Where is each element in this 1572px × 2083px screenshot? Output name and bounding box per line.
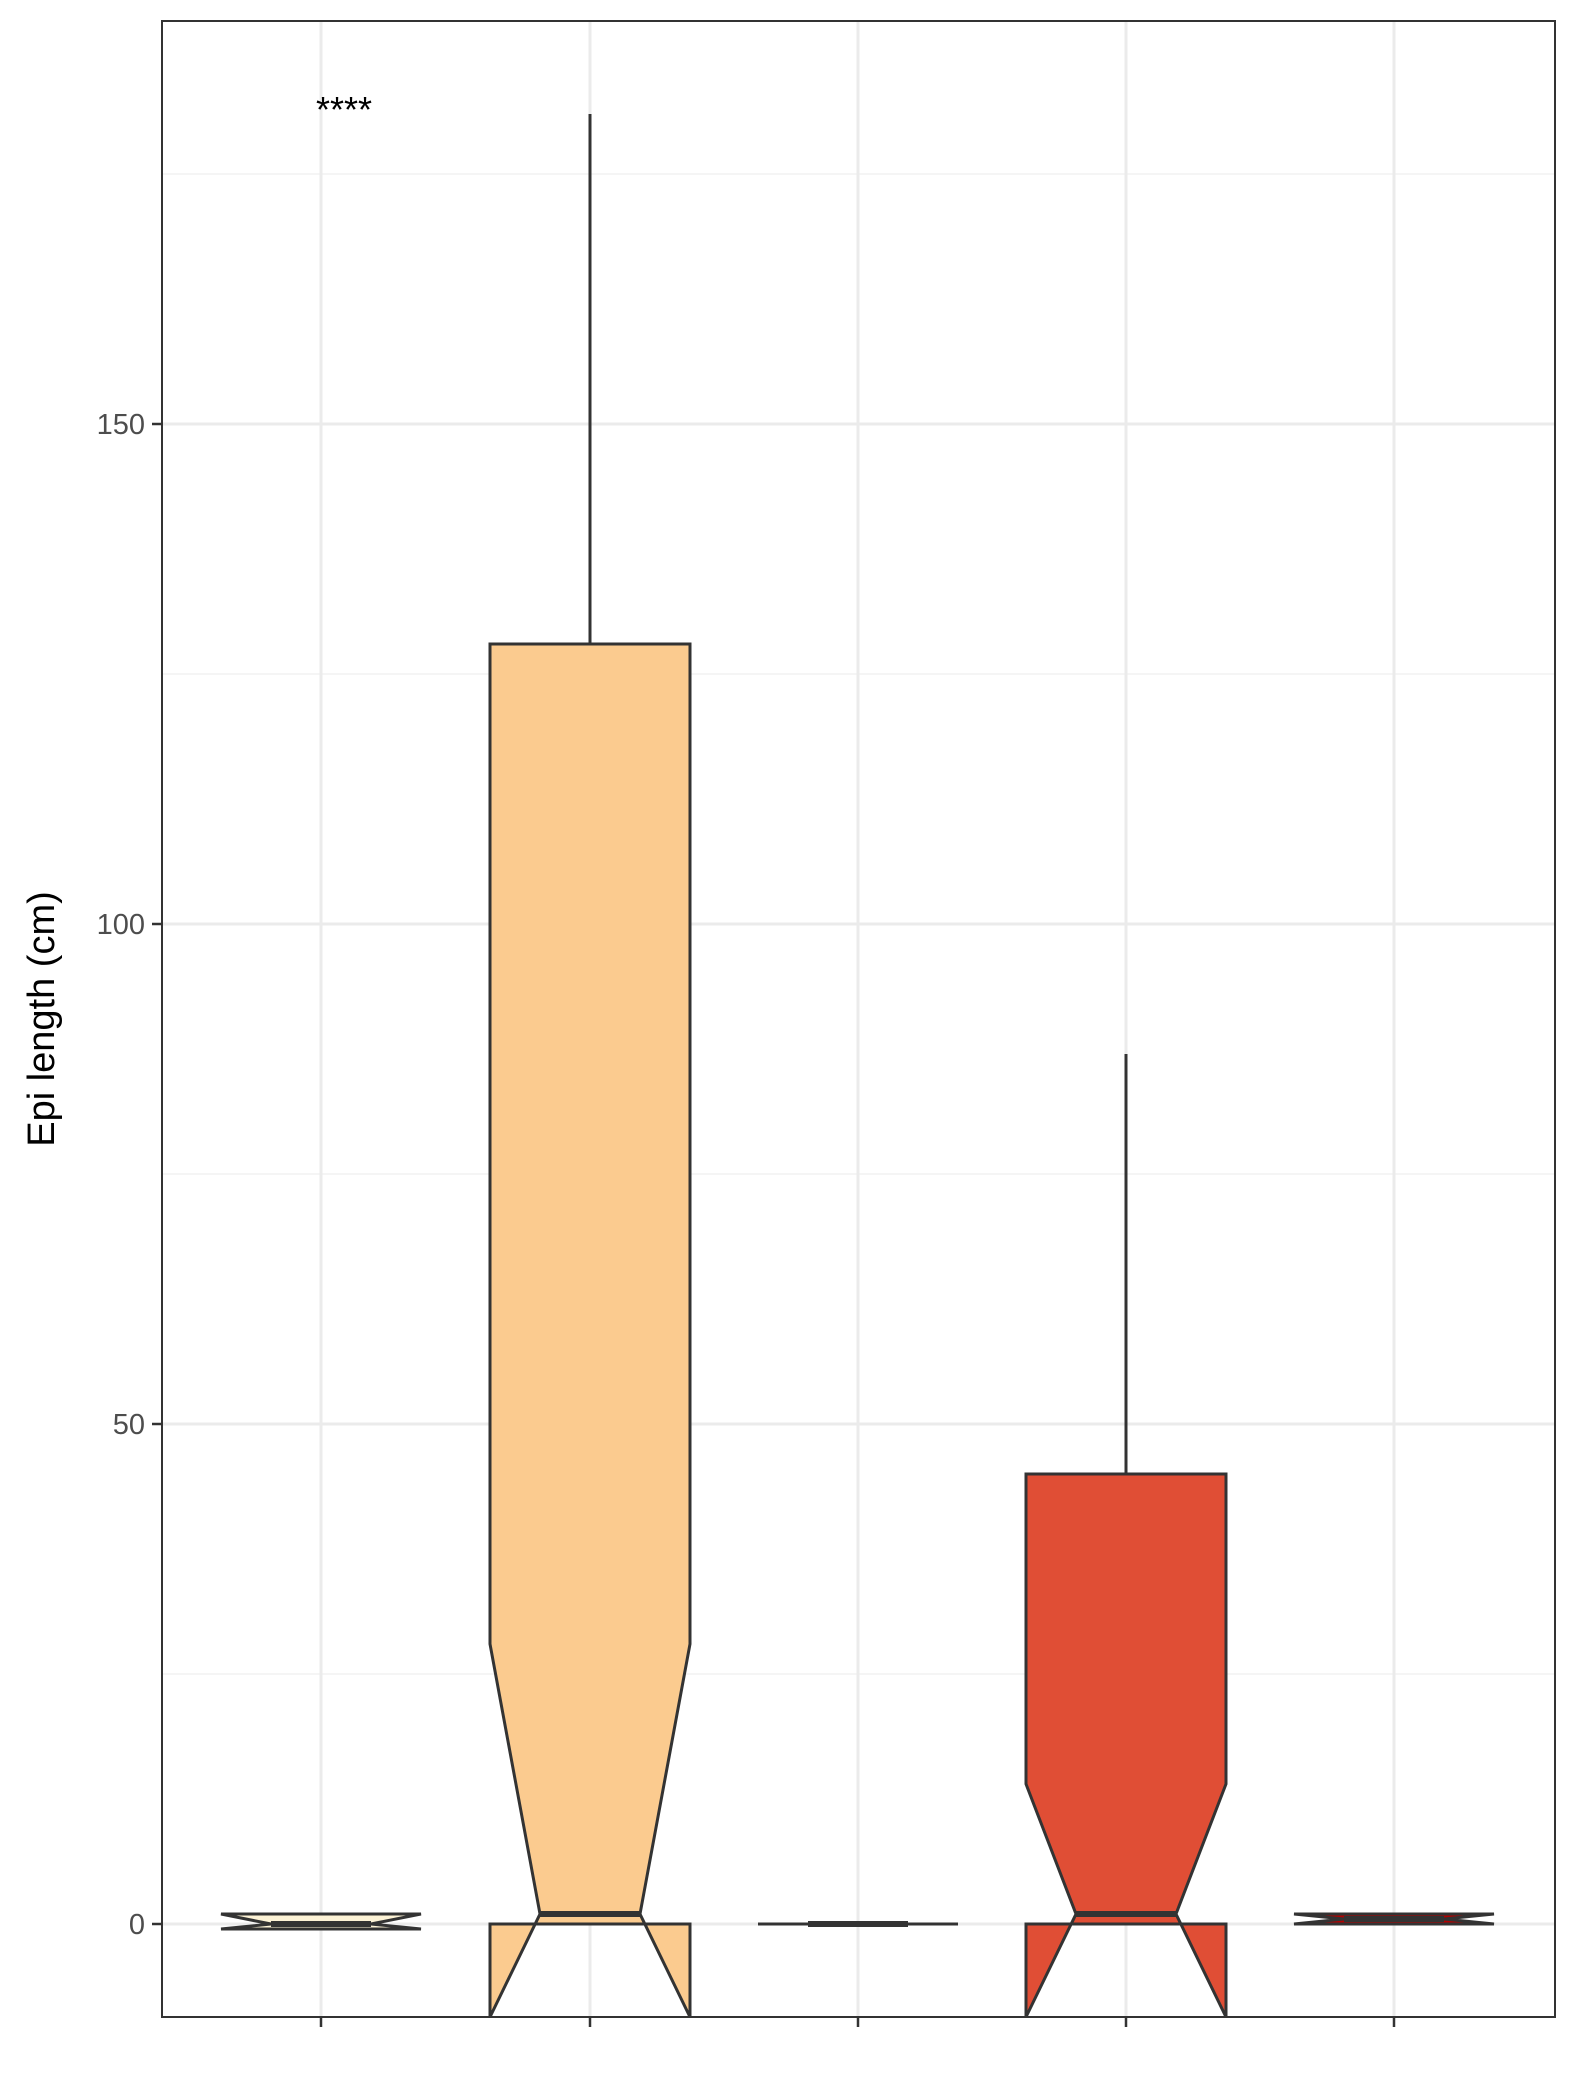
axes: 0 50 100 150 (97, 409, 1396, 2027)
box-group (220, 1912, 422, 1931)
y-tick-label: 0 (129, 1909, 145, 1941)
box-body (1024, 1472, 1228, 2018)
y-tick-label: 100 (97, 909, 145, 941)
grid-lines (162, 21, 1555, 2017)
box-group (488, 114, 692, 2018)
y-tick-label: 150 (97, 409, 145, 441)
box-group (1024, 1054, 1228, 2018)
box-group (1293, 1912, 1495, 1926)
significance-annotation: **** (316, 89, 372, 130)
y-tick-label: 50 (113, 1409, 145, 1441)
y-axis-title: Epi length (cm) (21, 891, 63, 1147)
boxes (220, 114, 1495, 2018)
box-body (488, 642, 692, 2018)
